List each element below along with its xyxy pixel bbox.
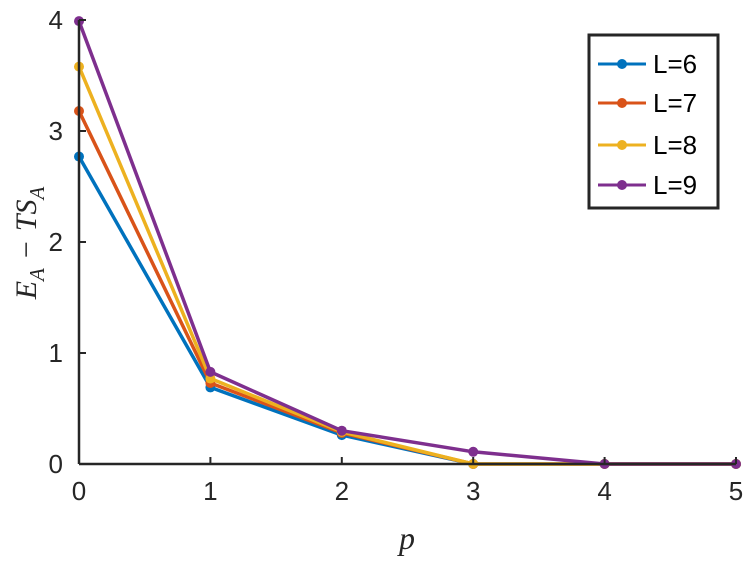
data-point-l9 [468, 446, 479, 457]
legend-marker-l9 [617, 180, 627, 190]
y-tick-label: 4 [49, 5, 63, 35]
legend-label-l6: L=6 [653, 49, 697, 79]
y-tick-label: 2 [49, 227, 63, 257]
y-axis-label-t: T [10, 212, 43, 231]
legend: L=6 L=7 L=8 L=9 [587, 33, 720, 210]
x-tick-label: 5 [729, 476, 743, 506]
x-tick-label: 1 [203, 476, 217, 506]
y-axis-label-sub-a1: A [25, 268, 49, 283]
legend-marker-l7 [617, 98, 627, 108]
x-tick-label: 3 [466, 476, 480, 506]
data-point-l9 [205, 366, 216, 377]
legend-label-l8: L=8 [653, 130, 697, 160]
y-axis-label-sub-a2: A [25, 187, 49, 202]
y-tick-label: 3 [49, 116, 63, 146]
axes [77, 19, 737, 466]
y-tick-label: 0 [49, 449, 63, 479]
y-axis-label-s: S [10, 200, 43, 215]
y-axis-label-e: E [10, 281, 43, 300]
legend-label-l9: L=9 [653, 170, 697, 200]
x-tick-label: 2 [335, 476, 349, 506]
x-tick-label: 0 [72, 476, 86, 506]
x-tick-label: 4 [597, 476, 611, 506]
y-axis-label-minus: − [10, 241, 43, 258]
legend-label-l7: L=7 [653, 88, 697, 118]
y-axis-label: EA−TSA [10, 187, 49, 301]
legend-item: L=8 [598, 130, 697, 160]
tick-labels: 0 1 2 3 4 5 0 1 2 3 4 [49, 5, 744, 506]
x-axis-label: p [397, 520, 415, 556]
legend-item: L=7 [598, 88, 697, 118]
y-tick-label: 1 [49, 338, 63, 368]
legend-marker-l8 [617, 140, 627, 150]
legend-item: L=6 [598, 49, 697, 79]
legend-item: L=9 [598, 170, 697, 200]
legend-marker-l6 [617, 59, 627, 69]
data-point-l9 [336, 425, 347, 436]
